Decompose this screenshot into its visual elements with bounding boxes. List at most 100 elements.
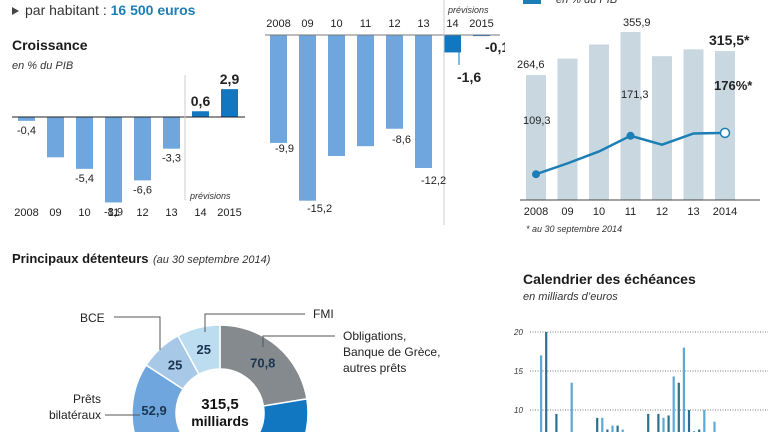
debt-bar [715,51,735,200]
croissance-tick-label: 14 [194,207,206,219]
per-capita-label: par habitant : [25,2,107,18]
calendar-bar [616,425,619,432]
holders-title: Principaux détenteurs [12,251,149,266]
deficit-bar [473,35,490,37]
croissance-value-label: -8,9 [104,206,123,218]
debt-point-marker [719,127,731,139]
calendar-bar [606,429,609,432]
croissance-value-label: -5,4 [75,173,94,185]
deficit-tick-label: 2015 [469,18,493,30]
deficit-bar [357,35,374,147]
deficit-bar [299,35,316,201]
deficit-chart: 2008 09 10 11 12 13 14 2015 prévisions -9,9 -15,2 -… [265,0,505,225]
calendar-bar [687,410,691,432]
calendar-bar [667,415,670,432]
debt-tick-label: 10 [593,206,605,218]
debt-bar [620,32,641,201]
deficit-value-label: -0,1 [485,39,505,55]
croissance-bar [47,117,64,158]
croissance-subtitle: en % du PIB [12,60,74,72]
calendar-bar [647,413,650,432]
calendar-bar [698,429,701,432]
debt-tick-label: 09 [561,206,573,218]
deficit-tick-label: 2008 [266,18,290,30]
debt-tick-label: 2008 [524,206,548,218]
calendar-bar [555,413,558,432]
debt-bar [683,49,704,200]
donut-center-unit: d’euros [195,429,246,432]
deficit-value-label: -1,6 [457,69,481,85]
deficit-value-label: -12,2 [421,175,446,187]
calendar-bar [611,425,614,432]
croissance-bar [163,117,180,149]
calendar-ytick-label: 10 [514,406,523,415]
debt-line-label: 176%* [714,78,753,93]
deficit-bar [444,35,461,53]
croissance-forecast-label: prévisions [189,191,231,201]
donut-label-prets: 52,9 [141,403,166,418]
debt-point-marker [532,170,540,179]
croissance-tick-label: 12 [136,207,148,219]
deficit-bar [328,35,345,156]
croissance-tick-label: 13 [165,207,177,219]
callout-line-bce [114,316,161,350]
deficit-tick-label: 14 [446,18,458,30]
donut-hole [176,369,264,432]
per-capita-line: par habitant : 16 500 euros [12,2,195,18]
croissance-value-label: -6,6 [133,184,152,196]
donut-slice [258,398,309,432]
holders-title-line: Principaux détenteurs (au 30 septembre 2… [12,250,270,268]
callout-bce: BCE [80,311,105,325]
debt-bar-label: 355,9 [623,17,651,29]
calendar-bar [672,376,675,432]
debt-bar [589,44,609,201]
calendar-title: Calendrier des échéances [523,271,696,287]
deficit-tick-label: 13 [417,18,429,30]
calendar-bar [677,382,680,432]
legend-line-swatch [523,0,541,4]
croissance-tick-label: 11 [108,207,119,219]
debt-line-label: 109,3 [523,115,551,127]
debt-chart: 2008 09 10 11 12 13 2014 264,6 355,9 315,5* 109,3 1… [517,17,760,218]
calendar-bar [657,413,660,432]
croissance-value-label: 0,6 [191,93,211,109]
debt-point-marker [626,131,635,140]
calendar-bar [682,347,685,432]
deficit-bar [415,35,432,168]
callout-prets: bilatéraux [49,408,101,422]
calendar-bar [713,421,716,432]
callout-line-obligations [262,335,335,347]
callout-prets: Prêts [73,392,101,406]
triangle-bullet-icon [12,7,19,16]
donut-center-value: 315,5 [201,396,239,413]
calendar-chart: 20 15 10 [513,328,768,432]
deficit-forecast-label: prévisions [447,5,489,15]
calendar-subtitle: en milliards d’euros [523,291,618,303]
deficit-value-label: -15,2 [307,203,332,215]
deficit-bar [270,35,287,143]
callout-fmi: FMI [313,307,334,321]
holders-title-note: (au 30 septembre 2014) [153,254,271,266]
croissance-value-label: -0,4 [17,125,36,137]
donut-label-bce: 25 [168,358,182,373]
calendar-ytick-label: 15 [514,367,523,376]
callout-obligations: Obligations, [343,329,406,343]
debt-bar [526,75,546,200]
deficit-tick-label: 11 [360,18,371,30]
calendar-bar [545,332,548,432]
calendar-bar [596,417,599,432]
deficit-tick-label: 10 [330,18,342,30]
croissance-bar [192,111,209,117]
debt-bar [557,58,578,201]
per-capita-value: 16 500 euros [110,2,196,18]
croissance-value-label: -3,3 [162,153,181,165]
donut-label-obligations: 70,8 [250,356,275,371]
debt-tick-label: 11 [625,206,636,218]
debt-tick-label: 13 [687,206,699,218]
debt-tick-label: 2014 [713,206,737,218]
debt-bar-label: 315,5* [709,32,750,48]
croissance-tick-label: 2015 [217,207,241,219]
donut-label-fmi: 25 [197,342,211,357]
croissance-tick-label: 2008 [14,207,38,219]
callout-obligations: Banque de Grèce, [343,345,440,359]
